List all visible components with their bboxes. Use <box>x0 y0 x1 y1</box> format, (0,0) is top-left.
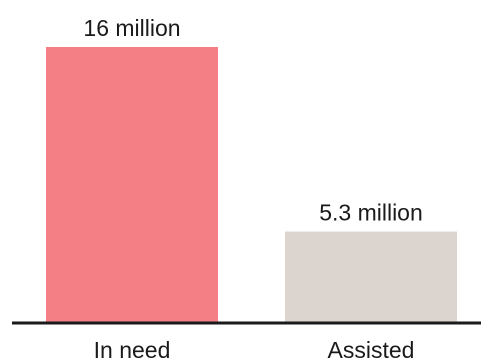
data-labels-group: 16 million 5.3 million <box>83 15 422 226</box>
category-labels-group: In need Assisted <box>94 337 415 363</box>
bar-in-need <box>46 47 218 323</box>
data-label-in-need: 16 million <box>83 15 180 41</box>
bar-assisted <box>285 231 457 323</box>
category-label-in-need: In need <box>94 337 171 363</box>
bars-group <box>46 47 457 323</box>
data-label-assisted: 5.3 million <box>319 200 423 226</box>
category-label-assisted: Assisted <box>328 337 415 363</box>
